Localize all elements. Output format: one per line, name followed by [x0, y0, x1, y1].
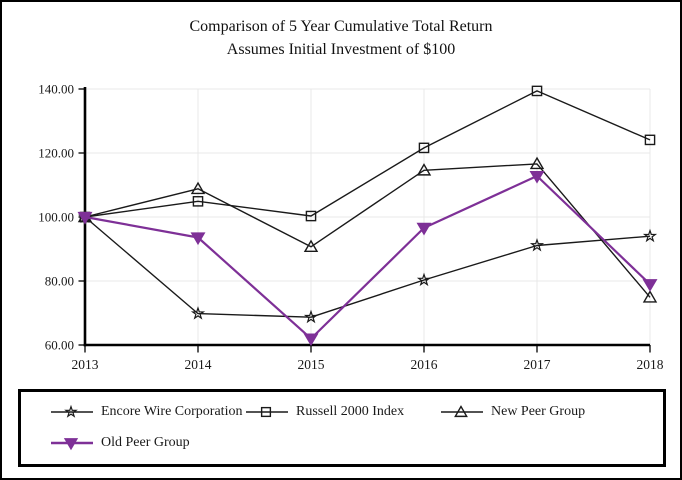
line-chart-plot: 60.00 80.00 100.00 120.00 140.00 2013 2014 2015…	[38, 82, 664, 373]
square-open-legend-marker-icon	[246, 406, 288, 418]
series-new-peer-group	[77, 156, 658, 303]
data-point-marker	[190, 232, 206, 246]
chart-title: Comparison of 5 Year Cumulative Total Re…	[2, 15, 680, 61]
gridlines	[85, 88, 651, 345]
data-point-marker	[303, 309, 319, 324]
data-point-marker	[644, 134, 656, 146]
data-point-marker	[260, 406, 272, 418]
data-point-marker	[454, 405, 468, 418]
legend-item-label: New Peer Group	[491, 404, 586, 419]
x-tick-label: 2017	[524, 357, 551, 372]
data-point-marker	[190, 181, 206, 195]
data-point-marker	[642, 279, 658, 292]
series-line	[84, 174, 651, 340]
data-point-marker	[418, 142, 430, 154]
series-line	[84, 163, 651, 298]
star-open-legend-marker-icon	[51, 404, 93, 418]
x-tick-label: 2018	[637, 357, 664, 372]
data-point-marker	[77, 211, 93, 225]
data-point-marker	[529, 170, 545, 184]
data-point-marker	[531, 85, 543, 97]
data-point-marker	[642, 290, 658, 303]
chart-title-line1: Comparison of 5 Year Cumulative Total Re…	[189, 18, 493, 35]
legend-item-label: Encore Wire Corporation	[101, 404, 243, 419]
legend-item-old-peer-group: Old Peer Group	[51, 434, 190, 452]
series-line	[84, 216, 651, 318]
x-tick-label: 2016	[411, 357, 438, 372]
legend-item-russell-2000-index: Russell 2000 Index	[246, 403, 404, 421]
series-encore-wire-corporation	[77, 209, 658, 324]
series-old-peer-group	[77, 170, 658, 347]
data-point-marker	[305, 210, 317, 222]
triangle-down-filled-legend-marker-icon	[51, 438, 93, 451]
data-point-marker	[190, 306, 206, 320]
y-tick-label: 80.00	[45, 274, 74, 289]
y-tick-label: 100.00	[38, 210, 74, 225]
data-point-marker	[63, 438, 79, 451]
legend-item-label: Old Peer Group	[101, 435, 190, 450]
data-point-marker	[64, 404, 78, 418]
data-point-marker	[303, 239, 319, 253]
data-point-marker	[642, 228, 658, 243]
legend-item-new-peer-group: New Peer Group	[441, 403, 585, 421]
y-tick-label: 60.00	[45, 338, 74, 353]
triangle-up-open-legend-marker-icon	[441, 405, 483, 418]
data-point-marker	[529, 156, 545, 170]
series-line	[84, 90, 651, 218]
data-point-marker	[416, 163, 432, 176]
axes	[78, 87, 651, 353]
axis-labels: 60.00 80.00 100.00 120.00 140.00 2013 2014 2015…	[38, 82, 664, 373]
data-point-marker	[416, 272, 432, 287]
y-tick-label: 120.00	[38, 146, 74, 161]
x-tick-label: 2014	[185, 357, 212, 372]
data-point-marker	[192, 196, 204, 207]
chart-title-line2: Assumes Initial Investment of $100	[226, 41, 456, 58]
legend-item-label: Russell 2000 Index	[296, 404, 405, 419]
data-point-marker	[303, 333, 319, 347]
x-tick-label: 2015	[298, 357, 325, 372]
legend-box: Encore Wire Corporation Russell 2000 Inde…	[18, 389, 666, 467]
legend-item-encore-wire-corporation: Encore Wire Corporation	[51, 403, 242, 421]
y-tick-label: 140.00	[38, 82, 74, 97]
data-point-marker	[529, 238, 545, 252]
x-tick-label: 2013	[72, 357, 99, 372]
data-point-marker	[416, 222, 432, 236]
